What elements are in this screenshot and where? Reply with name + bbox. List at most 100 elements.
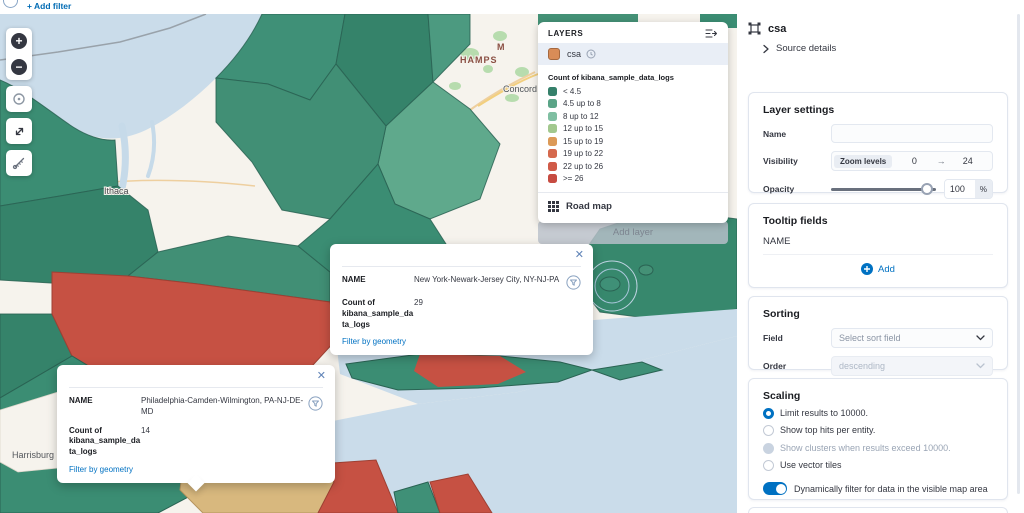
radio-button[interactable] [763, 459, 774, 471]
sidebar-scrollbar[interactable] [1017, 14, 1020, 494]
scaling-options: Limit results to 10000. Show top hits per… [763, 408, 993, 471]
scaling-option[interactable]: Use vector tiles [763, 459, 993, 471]
water-lake [0, 14, 262, 139]
chevron-right-icon [763, 44, 769, 53]
legend-label: 12 up to 15 [563, 124, 604, 134]
scaling-option[interactable]: Limit results to 10000. [763, 408, 993, 419]
slider-thumb[interactable] [921, 183, 934, 195]
map-toolbar: + − [6, 28, 32, 182]
zoom-min-value[interactable]: 0 [911, 156, 917, 166]
radio-button[interactable] [763, 408, 774, 419]
basemap-label: Road map [566, 200, 612, 212]
legend-color-swatch [548, 86, 557, 96]
opacity-label: Opacity [763, 184, 795, 194]
filter-on-value-icon[interactable] [566, 275, 581, 290]
scaling-option[interactable]: Show top hits per entity. [763, 425, 993, 437]
toggle-switch-on[interactable] [763, 482, 787, 495]
zoom-levels-chip[interactable]: Zoom levels [834, 154, 893, 168]
sorting-panel: Sorting Field Select sort field Order de… [748, 296, 1008, 376]
zoom-max-value[interactable]: 24 [962, 156, 973, 166]
legend-color-swatch [548, 99, 557, 109]
tooltip-field-label: NAME [69, 396, 93, 405]
query-bar: + Add filter [0, 0, 737, 14]
add-filter-button[interactable]: + Add filter [27, 1, 72, 11]
close-icon[interactable]: ✕ [316, 370, 326, 382]
opacity-slider[interactable] [831, 182, 936, 196]
legend-item: 12 up to 15 [538, 123, 728, 136]
panel-title: Scaling [763, 390, 801, 402]
ferry-arc [594, 268, 630, 304]
visibility-label: Visibility [763, 156, 798, 166]
dynamic-filter-toggle-row: Dynamically filter for data in the visib… [763, 482, 993, 495]
panel-title: Sorting [763, 308, 800, 320]
arrow-right-icon: → [936, 156, 946, 166]
radio-label: Show clusters when results exceed 10000. [780, 442, 951, 453]
radio-label: Limit results to 10000. [780, 408, 869, 418]
add-tooltip-field-button[interactable]: Add [763, 263, 993, 275]
state-label-hampshire: HAMPS [460, 55, 498, 65]
legend-label: 4.5 up to 8 [563, 99, 601, 109]
divider [342, 266, 581, 267]
city-label-concord: Concord [503, 84, 537, 94]
state-boundary-line [0, 14, 207, 61]
sort-order-select[interactable]: descending [831, 356, 993, 376]
legend-label: 15 up to 19 [563, 136, 604, 146]
add-layer-button[interactable]: Add layer [538, 221, 728, 244]
tooltip-count-label: Count of kibana_sample_data_logs [342, 298, 414, 329]
grid-icon [548, 200, 559, 212]
scaling-option[interactable]: Show clusters when results exceed 10000. [763, 442, 993, 454]
sort-field-select[interactable]: Select sort field [831, 328, 993, 348]
chevron-down-icon [976, 335, 985, 341]
fit-to-data-button[interactable] [6, 118, 32, 144]
opacity-value-input[interactable] [944, 180, 975, 198]
slider-track [831, 187, 936, 191]
close-icon[interactable]: ✕ [574, 249, 584, 261]
plus-circle-icon [861, 263, 874, 275]
layer-color-swatch [548, 48, 560, 60]
legend-color-swatch [548, 161, 557, 171]
legend-item: 15 up to 19 [538, 135, 728, 148]
legend-item: >= 26 [538, 173, 728, 186]
next-panel-top-edge [748, 507, 1008, 513]
collapse-panel-icon[interactable] [705, 28, 718, 39]
set-view-button[interactable] [6, 86, 32, 112]
crosshair-icon [13, 93, 25, 105]
radio-button[interactable] [763, 442, 774, 454]
layer-settings-panel: Layer settings Name Visibility Zoom leve… [748, 92, 1008, 199]
filter-by-geometry-link[interactable]: Filter by geometry [342, 337, 407, 347]
panel-title: Tooltip fields [763, 215, 828, 227]
filter-by-geometry-link[interactable]: Filter by geometry [69, 464, 134, 474]
layer-name: csa [567, 49, 582, 59]
percent-suffix: % [974, 180, 992, 198]
legend-label: 19 up to 22 [563, 149, 604, 159]
tooltip-count-label: Count of kibana_sample_data_logs [69, 425, 141, 457]
legend-color-swatch [548, 149, 557, 159]
vector-layer-icon [748, 22, 761, 35]
layers-panel-title: LAYERS [548, 29, 584, 38]
zoom-out-button[interactable]: − [6, 54, 32, 80]
filter-on-value-icon[interactable] [308, 396, 323, 411]
map-region [538, 14, 638, 25]
state-label-fragment: M [497, 42, 505, 52]
layer-row-csa[interactable]: csa [538, 43, 728, 65]
zoom-in-button[interactable]: + [6, 28, 32, 54]
filter-settings-icon[interactable] [3, 0, 18, 8]
zoom-levels-range: Zoom levels 0 → 24 [831, 151, 993, 171]
layer-name-input[interactable] [831, 124, 993, 143]
scaling-panel: Scaling Limit results to 10000. Show top … [748, 378, 1008, 500]
tooltip-field-value: Philadelphia-Camden-Wilmington, PA-NJ-DE… [141, 396, 304, 416]
map-tooltip-philadelphia: ✕ NAME Philadelphia-Camden-Wilmington, P… [57, 365, 335, 492]
map-tools-button[interactable] [6, 150, 32, 176]
source-details-toggle[interactable]: Source details [762, 43, 836, 54]
radio-button[interactable] [763, 425, 774, 437]
radio-label: Show top hits per entity. [780, 425, 876, 436]
tooltip-count-value: 14 [141, 425, 150, 435]
legend-title: Count of kibana_sample_data_logs [548, 73, 674, 82]
legend-item: 19 up to 22 [538, 148, 728, 161]
chevron-down-icon [976, 363, 985, 369]
expand-diagonal-icon [15, 127, 23, 135]
legend-label: >= 26 [563, 174, 584, 184]
city-label-ithaca: Ithaca [104, 186, 129, 196]
basemap-layer-row[interactable]: Road map [538, 196, 728, 216]
